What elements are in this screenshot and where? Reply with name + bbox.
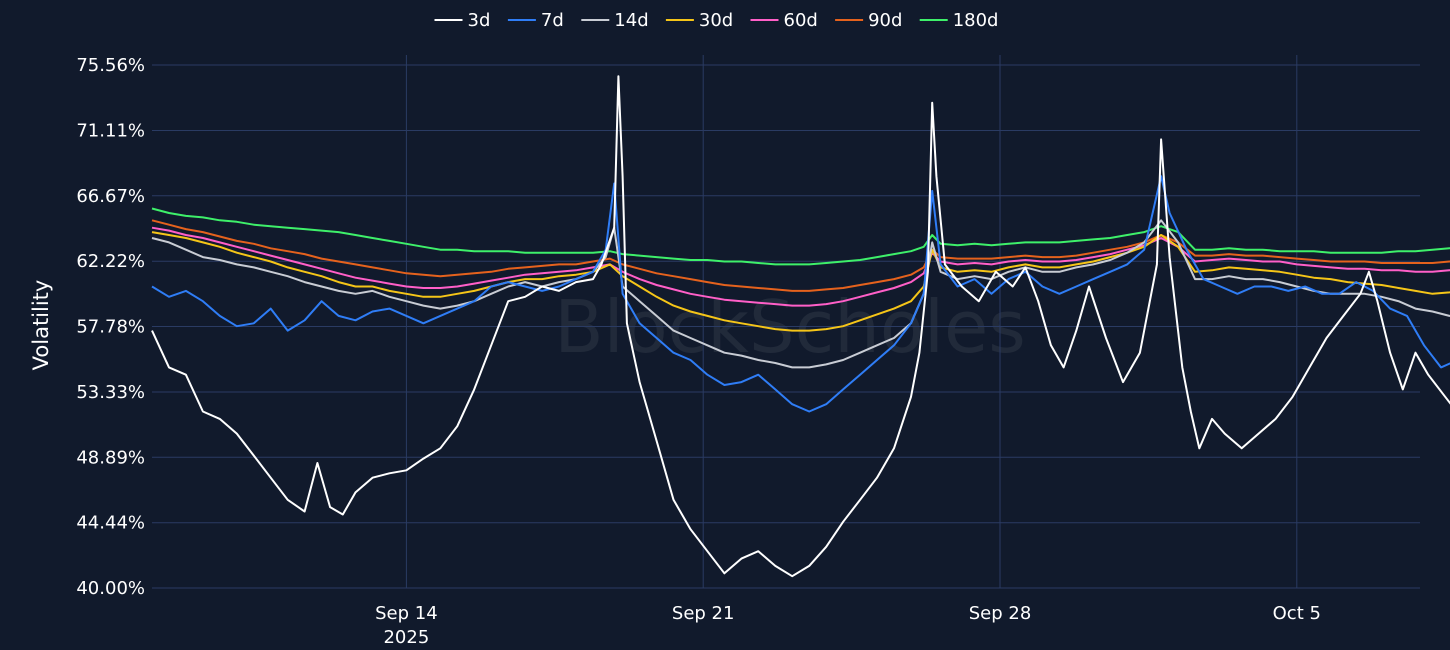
y-tick-label: 53.33% [76, 382, 145, 403]
y-tick-label: 75.56% [76, 55, 145, 76]
y-axis-ticks: 40.00% 44.44% 48.89% 53.33% 57.78% 62.22% 66.6… [76, 55, 145, 599]
series-line-14d [151, 219, 1450, 369]
series-line-7d [151, 175, 1450, 413]
y-tick-label: 66.67% [76, 186, 145, 207]
legend-item-3d[interactable]: 3d [434, 10, 491, 31]
legend-item-14d[interactable]: 14d [581, 10, 649, 31]
y-tick-label: 40.00% [76, 578, 145, 599]
y-tick-label: 71.11% [76, 120, 145, 141]
series-line-3d [151, 75, 1450, 578]
legend[interactable]: 3d 7d 14d 30d 60d 90d 180d [434, 10, 999, 31]
x-tick-label: Sep 14 [375, 603, 438, 624]
y-tick-label: 62.22% [76, 251, 145, 272]
series-line-180d [151, 207, 1450, 266]
legend-item-60d[interactable]: 60d [750, 10, 818, 31]
legend-item-90d[interactable]: 90d [835, 10, 902, 31]
legend-label: 90d [868, 10, 902, 31]
legend-label: 3d [468, 10, 491, 31]
x-tick-label: Sep 28 [969, 603, 1032, 624]
legend-label: 14d [614, 10, 648, 31]
y-axis-title: Volatility [29, 280, 53, 371]
y-tick-label: 48.89% [76, 447, 145, 468]
x-tick-year-label: 2025 [383, 627, 429, 648]
series-line-60d [151, 226, 1450, 307]
x-tick-label: Sep 21 [672, 603, 735, 624]
y-tick-label: 44.44% [76, 513, 145, 534]
legend-label: 180d [953, 10, 999, 31]
legend-label: 60d [784, 10, 818, 31]
legend-item-180d[interactable]: 180d [919, 10, 999, 31]
x-tick-label: Oct 5 [1273, 603, 1321, 624]
series-line-90d [151, 219, 1450, 292]
grid-layer [152, 55, 1420, 589]
x-axis-ticks: Sep 14 2025 Sep 21 Sep 28 Oct 5 [375, 603, 1321, 648]
series-layer [151, 75, 1450, 578]
y-tick-label: 57.78% [76, 317, 145, 338]
legend-label: 30d [699, 10, 733, 31]
legend-item-7d[interactable]: 7d [507, 10, 564, 31]
legend-label: 7d [541, 10, 564, 31]
legend-item-30d[interactable]: 30d [665, 10, 733, 31]
